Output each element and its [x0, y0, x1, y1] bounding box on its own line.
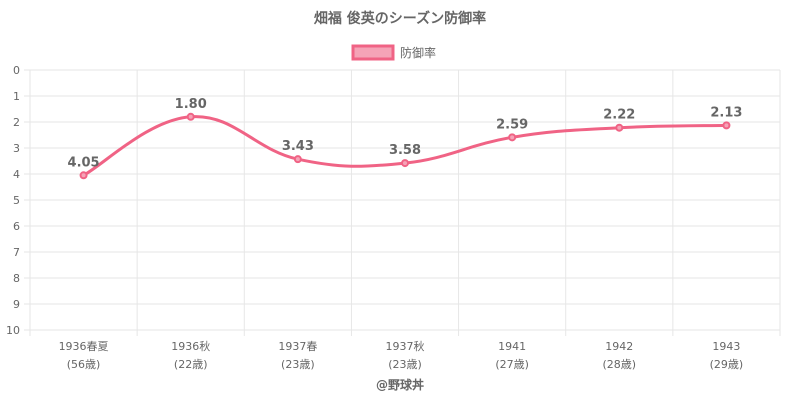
y-tick-label: 10	[6, 324, 20, 337]
data-point[interactable]	[293, 155, 302, 164]
data-value-label: 2.22	[603, 108, 635, 123]
legend-label: 防御率	[400, 45, 436, 60]
data-value-label: 2.13	[710, 105, 742, 120]
y-tick-label: 6	[13, 220, 20, 233]
y-tick-label: 2	[13, 116, 20, 129]
x-tick-label: 1943	[712, 340, 740, 353]
y-tick-label: 7	[13, 246, 20, 259]
footer-credit: @野球丼	[376, 377, 424, 392]
y-tick-label: 5	[13, 194, 20, 207]
chart-title: 畑福 俊英のシーズン防御率	[313, 10, 486, 27]
x-tick-age-label: (23歳)	[281, 358, 315, 371]
x-tick-label: 1941	[498, 340, 526, 353]
y-tick-label: 1	[13, 90, 20, 103]
y-tick-label: 4	[13, 168, 20, 181]
data-point[interactable]	[722, 121, 731, 130]
x-tick-age-label: (28歳)	[602, 358, 636, 371]
data-value-label: 3.43	[282, 139, 314, 154]
x-tick-age-label: (27歳)	[495, 358, 529, 371]
data-labels: 4.05 1.80 3.43 3.58 2.59 2.22 2.13	[68, 97, 743, 171]
y-tick-label: 8	[13, 272, 20, 285]
x-tick-age-label: (56歳)	[67, 358, 101, 371]
y-axis: 0 1 2 3 4 5 6 7 8 9 10	[6, 64, 20, 337]
data-value-label: 2.59	[496, 117, 528, 132]
data-point[interactable]	[615, 123, 624, 132]
x-tick-label: 1942	[605, 340, 633, 353]
x-tick-label: 1937春	[278, 340, 317, 353]
y-tick-label: 0	[13, 64, 20, 77]
y-tick-label: 9	[13, 298, 20, 311]
x-tick-label: 1936秋	[171, 339, 210, 353]
data-value-label: 1.80	[175, 97, 207, 112]
data-point[interactable]	[79, 171, 88, 180]
data-point[interactable]	[186, 112, 195, 121]
legend-swatch	[351, 44, 395, 61]
x-tick-age-label: (23歳)	[388, 358, 422, 371]
x-tick-label: 1936春夏	[59, 340, 109, 353]
legend[interactable]: 防御率	[351, 44, 436, 61]
x-tick-age-label: (22歳)	[174, 358, 208, 371]
x-tick-label: 1937秋	[386, 339, 425, 353]
grid	[24, 69, 781, 336]
x-tick-age-label: (29歳)	[710, 358, 744, 371]
data-value-label: 3.58	[389, 143, 421, 158]
data-value-label: 4.05	[68, 155, 100, 170]
y-tick-label: 3	[13, 142, 20, 155]
data-point[interactable]	[401, 159, 409, 168]
data-point[interactable]	[508, 133, 517, 142]
x-axis: 1936春夏 (56歳) 1936秋 (22歳) 1937春 (23歳) 1937秋 (23歳…	[59, 339, 744, 371]
series-era	[79, 112, 731, 180]
